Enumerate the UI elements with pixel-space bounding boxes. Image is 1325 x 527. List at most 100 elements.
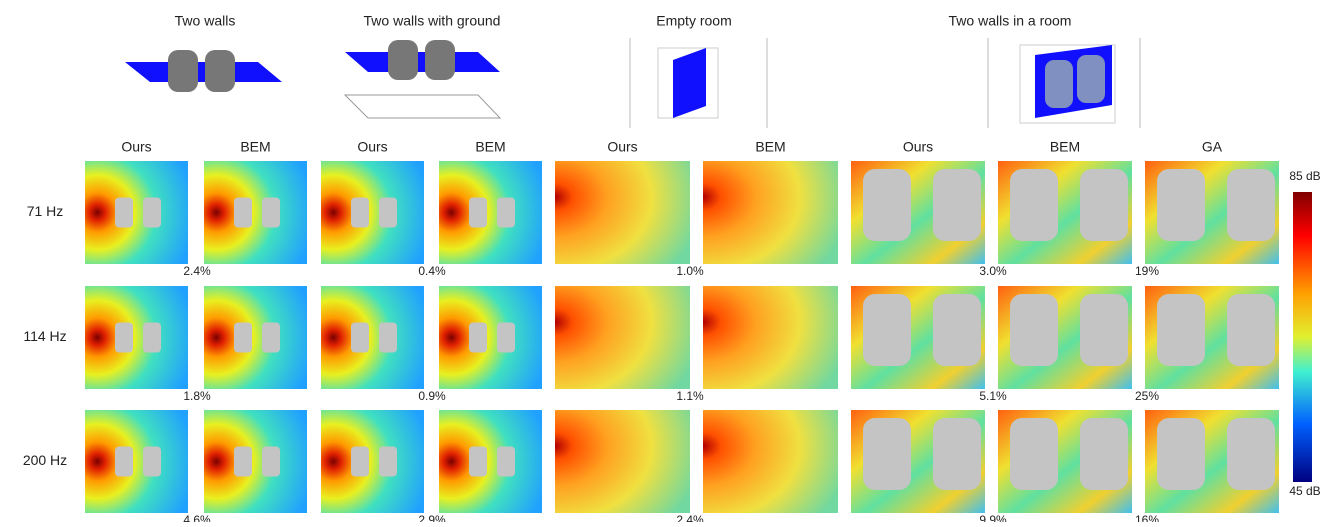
wall — [933, 418, 981, 490]
heatmap — [703, 286, 838, 389]
heatmap — [85, 161, 188, 264]
column-header: BEM — [240, 139, 270, 155]
wall — [262, 323, 280, 353]
wall — [351, 323, 369, 353]
heatmap — [204, 410, 307, 513]
wall — [143, 447, 161, 477]
wall — [1010, 418, 1058, 490]
room-plane — [673, 48, 706, 118]
wall — [234, 198, 252, 228]
error-label: 2.9% — [418, 513, 446, 522]
heatmap — [439, 161, 542, 264]
column-header: BEM — [475, 139, 505, 155]
wall-shape — [388, 40, 418, 80]
wall — [115, 198, 133, 228]
wall — [1157, 294, 1205, 366]
wall-shape — [168, 50, 198, 92]
wall — [115, 447, 133, 477]
wall — [351, 447, 369, 477]
error-label: 2.4% — [183, 264, 211, 278]
column-header: Ours — [607, 139, 637, 155]
row-label: 114 Hz — [23, 328, 66, 344]
heatmap — [555, 286, 690, 389]
wall — [469, 323, 487, 353]
column-header: Ours — [357, 139, 387, 155]
wall — [497, 447, 515, 477]
wall — [115, 323, 133, 353]
wall — [1227, 169, 1275, 241]
wall — [1157, 169, 1205, 241]
heatmap — [321, 286, 424, 389]
error-label: 0.4% — [418, 264, 446, 278]
wall — [469, 447, 487, 477]
wall — [262, 198, 280, 228]
colorbar-min: 45 dB — [1289, 484, 1320, 498]
heatmap — [85, 410, 188, 513]
wall — [143, 323, 161, 353]
wall-plane — [345, 52, 500, 72]
wall — [497, 198, 515, 228]
scene-title: Two walls — [175, 13, 236, 29]
wall — [379, 198, 397, 228]
wall — [143, 198, 161, 228]
heatmap — [555, 161, 690, 264]
row-label: 200 Hz — [23, 452, 67, 468]
wall — [379, 447, 397, 477]
wall — [469, 198, 487, 228]
wall — [1010, 294, 1058, 366]
wall — [351, 198, 369, 228]
scene-title: Two walls with ground — [364, 13, 501, 29]
error-label: 4.6% — [183, 513, 211, 522]
row-label: 71 Hz — [27, 203, 64, 219]
scene-title: Two walls in a room — [949, 13, 1072, 29]
wall — [863, 294, 911, 366]
column-header: GA — [1202, 139, 1223, 155]
thumbnails — [125, 38, 1140, 128]
wall-shape — [1077, 55, 1105, 103]
error-label: 19% — [1135, 264, 1159, 278]
wall — [863, 169, 911, 241]
error-label: 0.9% — [418, 389, 446, 403]
colorbar — [1293, 192, 1312, 482]
column-header: Ours — [121, 139, 151, 155]
heatmap — [321, 410, 424, 513]
ground-plane — [345, 95, 500, 118]
error-label: 9.9% — [979, 513, 1007, 522]
page: {"scenes": [{"title": "Two walls"}, {"ti… — [0, 0, 1325, 527]
column-header: Ours — [903, 139, 933, 155]
error-label: 2.4% — [676, 513, 704, 522]
heatmap — [703, 161, 838, 264]
error-label: 16% — [1135, 513, 1159, 522]
column-header: BEM — [1050, 139, 1080, 155]
wall-shape — [425, 40, 455, 80]
wall-shape — [205, 50, 235, 92]
wall-plane — [125, 62, 282, 82]
error-label: 1.8% — [183, 389, 211, 403]
wall — [1080, 418, 1128, 490]
wall — [1080, 169, 1128, 241]
wall — [1157, 418, 1205, 490]
heatmap — [85, 286, 188, 389]
wall — [497, 323, 515, 353]
wall — [234, 323, 252, 353]
wall — [1010, 169, 1058, 241]
wall — [863, 418, 911, 490]
figure: 85 dB 45 dB Two walls Two walls with grou… — [0, 0, 1325, 522]
wall-shape — [1045, 60, 1073, 108]
heatmap — [204, 161, 307, 264]
heatmap — [703, 410, 838, 513]
wall — [1227, 294, 1275, 366]
wall — [262, 447, 280, 477]
error-label: 1.1% — [676, 389, 704, 403]
heatmap — [321, 161, 424, 264]
column-header: BEM — [755, 139, 785, 155]
heatmap — [204, 286, 307, 389]
wall — [933, 169, 981, 241]
heatmap — [439, 410, 542, 513]
colorbar-max: 85 dB — [1289, 169, 1320, 183]
error-label: 25% — [1135, 389, 1159, 403]
wall — [1080, 294, 1128, 366]
scene-title: Empty room — [656, 13, 731, 29]
error-label: 1.0% — [676, 264, 704, 278]
error-label: 5.1% — [979, 389, 1007, 403]
